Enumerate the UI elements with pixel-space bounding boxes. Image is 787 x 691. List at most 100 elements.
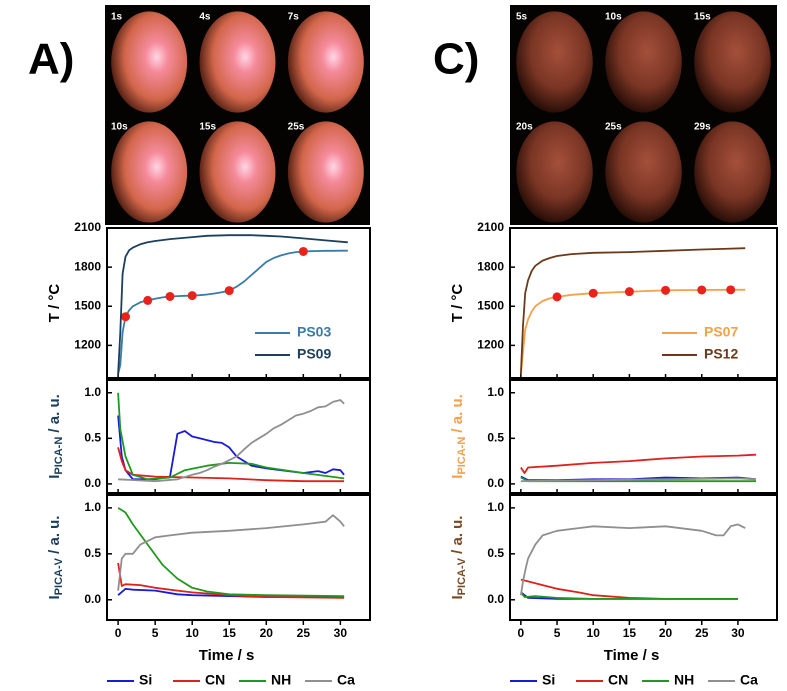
series-line <box>520 247 746 375</box>
y-tick-label: 1200 <box>477 338 504 352</box>
y-tick-label: 0.5 <box>487 430 504 444</box>
y-axis-label-unit: / a. u. <box>449 516 466 559</box>
y-axis-label: IPICA-V / a. u. <box>449 516 468 600</box>
y-tick-label: 0.5 <box>487 546 504 560</box>
y-axis-label-sub: PICA-N <box>456 437 468 475</box>
plot-frame <box>106 379 371 494</box>
y-tick-label: 1500 <box>477 298 504 312</box>
series-line <box>520 523 746 596</box>
legend-label: PS12 <box>704 346 738 362</box>
x-tick-label: 20 <box>659 626 673 640</box>
legend-label: Si <box>139 672 152 688</box>
plot-frame <box>509 227 778 379</box>
y-axis-label-unit: / a. u. <box>449 394 466 437</box>
photo-time-label: 15s <box>694 12 711 23</box>
legend-label: NH <box>271 672 291 688</box>
photo-time-label: 20s <box>516 122 533 133</box>
y-tick-label: 0.5 <box>84 546 101 560</box>
x-tick-label: 0 <box>115 626 122 640</box>
x-tick-label: 20 <box>260 626 274 640</box>
y-axis-label: T / °C <box>449 284 466 323</box>
x-tick-label: 5 <box>554 626 561 640</box>
y-tick-label: 0.5 <box>84 430 101 444</box>
legend-label: PS07 <box>704 324 738 340</box>
y-axis-label-main: I <box>449 595 466 599</box>
x-axis-label: Time / s <box>199 647 255 664</box>
photo <box>111 11 188 113</box>
y-tick-label: 1200 <box>74 338 101 352</box>
y-axis-label: IPICA-N / a. u. <box>449 394 468 479</box>
series-line <box>520 477 757 483</box>
y-axis-label-unit: / a. u. <box>46 516 63 559</box>
photo <box>694 11 771 113</box>
photo <box>516 121 593 223</box>
series-line <box>520 591 738 600</box>
series-line <box>117 392 345 481</box>
y-axis-label: IPICA-N / a. u. <box>46 394 65 479</box>
legend-label: CN <box>608 672 628 688</box>
photo <box>516 11 593 113</box>
marker <box>165 291 175 301</box>
plot-frame <box>509 379 778 494</box>
photo <box>287 11 364 113</box>
photo-time-label: 10s <box>605 12 622 23</box>
photo <box>199 121 276 223</box>
marker <box>624 287 634 297</box>
panel-label: C) <box>433 35 479 84</box>
series-line <box>117 514 345 591</box>
x-tick-label: 0 <box>518 626 525 640</box>
series-line <box>117 234 348 375</box>
y-tick-label: 0.0 <box>84 476 101 490</box>
y-tick-label: 0.0 <box>84 592 101 606</box>
legend-label: Ca <box>337 672 355 688</box>
photo-time-label: 15s <box>199 122 216 133</box>
x-axis-label: Time / s <box>604 647 660 664</box>
x-tick-label: 10 <box>587 626 601 640</box>
legend-label: NH <box>674 672 694 688</box>
marker <box>661 285 671 295</box>
y-tick-label: 1.0 <box>487 500 504 514</box>
legend-label: PS03 <box>297 324 331 340</box>
marker <box>552 292 562 302</box>
series-line <box>117 447 345 483</box>
y-tick-label: 1800 <box>74 259 101 273</box>
photo <box>605 121 682 223</box>
photo-time-label: 4s <box>199 12 211 23</box>
y-tick-label: 1.0 <box>84 500 101 514</box>
series-line <box>118 399 345 483</box>
x-tick-label: 5 <box>152 626 159 640</box>
legend-label: Si <box>542 672 555 688</box>
photo-time-label: 5s <box>516 12 528 23</box>
marker <box>697 285 707 295</box>
x-tick-label: 30 <box>731 626 745 640</box>
photo-time-label: 25s <box>288 122 305 133</box>
photo-time-label: 25s <box>605 122 622 133</box>
photo-time-label: 29s <box>694 122 711 133</box>
marker <box>224 286 234 296</box>
y-axis-label-main: I <box>449 475 466 479</box>
photo <box>605 11 682 113</box>
y-axis-label-sub: PICA-V <box>456 557 468 595</box>
series-line <box>117 507 345 597</box>
photo-time-label: 10s <box>111 122 128 133</box>
x-tick-label: 25 <box>695 626 709 640</box>
x-tick-label: 15 <box>623 626 637 640</box>
legend-label: Ca <box>740 672 758 688</box>
marker <box>588 288 598 298</box>
panel-label: A) <box>28 35 74 84</box>
marker <box>143 295 153 305</box>
series-line <box>117 562 345 599</box>
y-tick-label: 1500 <box>74 298 101 312</box>
photo <box>199 11 276 113</box>
y-axis-label-sub: PICA-N <box>53 437 65 475</box>
y-axis-label-unit: / a. u. <box>46 394 63 437</box>
x-tick-label: 25 <box>297 626 311 640</box>
y-tick-label: 0.0 <box>487 476 504 490</box>
legend-label: PS09 <box>297 346 331 362</box>
y-axis-label-main: I <box>46 475 63 479</box>
marker <box>121 312 131 322</box>
photo <box>287 121 364 223</box>
y-tick-label: 1.0 <box>487 385 504 399</box>
photo <box>111 121 188 223</box>
